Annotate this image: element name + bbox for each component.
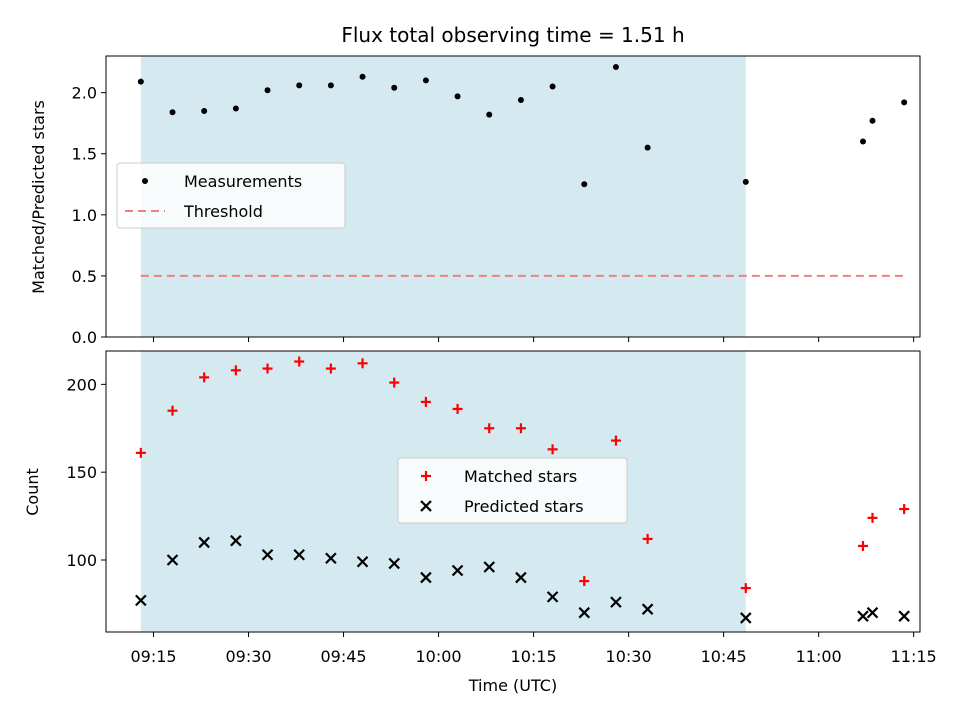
measurement-point bbox=[517, 96, 524, 103]
bottom-y-tick-label: 150 bbox=[66, 463, 97, 482]
predicted-star-point bbox=[898, 610, 910, 622]
legend-marker-matched bbox=[421, 471, 431, 481]
ratio-panel: 0.0 0.5 1.0 1.5 2.0 Measurements Threshold bbox=[72, 55, 921, 347]
x-tick-label: 09:30 bbox=[225, 647, 271, 666]
legend-label: Matched stars bbox=[464, 467, 577, 486]
top-y-tick-label: 0.5 bbox=[72, 267, 97, 286]
measurement-point bbox=[581, 181, 588, 188]
matched-star-point bbox=[740, 583, 751, 594]
measurement-point bbox=[859, 138, 866, 145]
matched-star-point bbox=[199, 372, 210, 383]
matched-star-point bbox=[515, 423, 526, 434]
legend-marker-measurements bbox=[142, 178, 148, 184]
matched-star-point bbox=[642, 533, 653, 544]
matched-star-point bbox=[135, 447, 146, 458]
predicted-star-point bbox=[866, 606, 879, 619]
matched-star-point bbox=[867, 512, 878, 523]
predicted-star-point bbox=[388, 557, 401, 570]
measurement-point bbox=[359, 73, 366, 80]
matched-star-point bbox=[294, 356, 305, 367]
measurement-point bbox=[486, 111, 493, 118]
x-tick-label: 09:45 bbox=[320, 647, 366, 666]
x-tick-label: 10:15 bbox=[511, 647, 557, 666]
predicted-star-point bbox=[857, 610, 869, 622]
measurement-point bbox=[137, 78, 144, 85]
bottom-legend: Matched stars Predicted stars bbox=[397, 457, 628, 524]
measurement-point bbox=[869, 117, 876, 124]
x-tick-label: 09:15 bbox=[130, 647, 176, 666]
count-panel: 100 150 200 09:15 09:30 09:45 10:00 10:15 10:30 1… bbox=[66, 350, 937, 666]
matched-star-point bbox=[357, 358, 368, 369]
measurement-point bbox=[612, 63, 619, 70]
bottom-y-tick-label: 200 bbox=[66, 375, 97, 394]
predicted-star-point bbox=[483, 561, 496, 573]
legend-marker-predicted bbox=[420, 500, 432, 512]
predicted-star-point bbox=[610, 596, 622, 608]
predicted-star-point bbox=[166, 554, 179, 566]
x-tick-label: 11:15 bbox=[891, 647, 937, 666]
matched-star-point bbox=[389, 377, 400, 388]
predicted-star-point bbox=[293, 548, 305, 561]
bottom-y-axis-label: Count bbox=[23, 468, 42, 516]
predicted-star-point bbox=[420, 571, 432, 584]
measurement-point bbox=[201, 107, 208, 114]
predicted-star-point bbox=[230, 534, 242, 547]
predicted-star-point bbox=[451, 564, 464, 577]
matched-star-point bbox=[610, 435, 621, 446]
top-legend: Measurements Threshold bbox=[116, 162, 346, 229]
measurement-point bbox=[327, 82, 334, 89]
matched-star-point bbox=[167, 405, 178, 416]
predicted-star-point bbox=[641, 603, 654, 615]
matched-star-point bbox=[230, 365, 241, 376]
matched-star-point bbox=[579, 576, 590, 587]
measurement-point bbox=[264, 87, 271, 94]
bottom-axes-frame bbox=[105, 350, 921, 633]
x-tick-label: 10:30 bbox=[606, 647, 652, 666]
x-tick-label: 10:00 bbox=[416, 647, 462, 666]
measurement-point bbox=[901, 99, 908, 106]
measurement-point bbox=[232, 105, 239, 112]
legend-label: Predicted stars bbox=[464, 497, 584, 516]
predicted-star-point bbox=[198, 536, 210, 549]
matched-star-point bbox=[857, 540, 868, 551]
measurement-point bbox=[549, 83, 556, 90]
predicted-star-point bbox=[325, 552, 337, 565]
legend-label: Measurements bbox=[184, 172, 302, 191]
measurement-point bbox=[644, 144, 651, 151]
matched-star-point bbox=[452, 403, 463, 414]
legend-label: Threshold bbox=[183, 202, 263, 221]
top-y-axis-label: Matched/Predicted stars bbox=[29, 100, 48, 294]
measurement-point bbox=[296, 82, 303, 89]
predicted-star-point bbox=[740, 612, 752, 624]
x-tick-label: 11:00 bbox=[796, 647, 842, 666]
predicted-star-point bbox=[135, 594, 147, 607]
matched-star-point bbox=[899, 504, 910, 515]
x-axis-label: Time (UTC) bbox=[468, 676, 557, 695]
predicted-star-point bbox=[261, 548, 274, 561]
top-y-tick-label: 1.5 bbox=[72, 145, 97, 164]
predicted-star-point bbox=[546, 591, 559, 603]
bottom-y-tick-label: 100 bbox=[66, 551, 97, 570]
matched-star-point bbox=[420, 396, 431, 407]
measurement-point bbox=[391, 84, 398, 91]
top-y-tick-label: 0.0 bbox=[72, 328, 97, 347]
matched-star-point bbox=[325, 363, 336, 374]
predicted-star-point bbox=[578, 606, 591, 619]
predicted-star-point bbox=[356, 555, 369, 568]
measurement-point bbox=[169, 109, 176, 116]
top-axes-frame bbox=[105, 55, 921, 338]
top-y-tick-label: 2.0 bbox=[72, 84, 97, 103]
matched-star-point bbox=[484, 423, 495, 434]
measurement-point bbox=[454, 93, 461, 100]
measurement-point bbox=[422, 77, 429, 84]
matched-star-point bbox=[262, 363, 273, 374]
top-y-tick-label: 1.0 bbox=[72, 206, 97, 225]
chart-title: Flux total observing time = 1.51 h bbox=[341, 23, 684, 47]
x-tick-label: 10:45 bbox=[701, 647, 747, 666]
matched-star-point bbox=[547, 444, 558, 455]
measurement-point bbox=[742, 178, 749, 185]
predicted-star-point bbox=[515, 571, 527, 584]
